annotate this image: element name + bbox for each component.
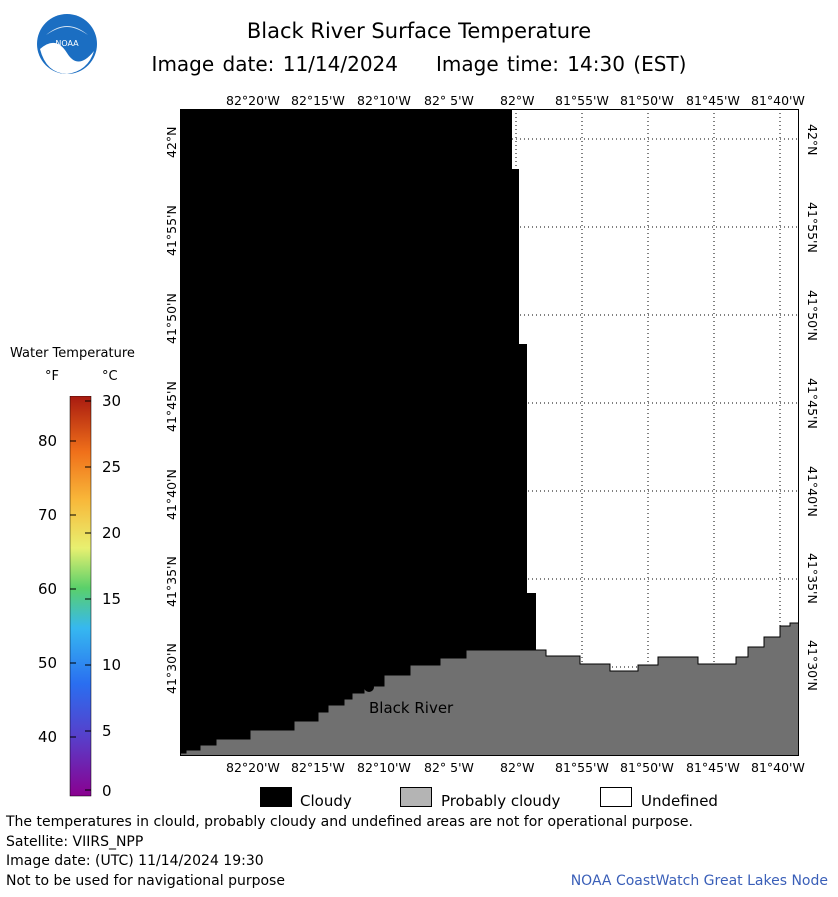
lon-label-top: 81°40'W [751, 93, 805, 108]
cloudy-swatch [260, 787, 292, 807]
noaa-logo: NOAA [37, 14, 97, 74]
footer-disclaimer: The temperatures in clould, probably clo… [6, 814, 693, 830]
lat-label-right: 41°40'N [805, 466, 820, 517]
lat-label-left: 41°55'N [164, 205, 179, 256]
cloudy-key-label: Cloudy [300, 792, 352, 810]
lon-label-bottom: 81°55'W [555, 760, 609, 775]
lat-label-left: 41°30'N [164, 643, 179, 694]
lon-label-bottom: 81°50'W [620, 760, 674, 775]
lat-label-left: 41°45'N [164, 381, 179, 432]
footer-notes: The temperatures in clould, probably clo… [6, 813, 693, 891]
lon-label-top: 81°50'W [620, 93, 674, 108]
lon-label-bottom: 82°W [500, 760, 535, 775]
image-date: Image date: 11/14/2024 [151, 52, 399, 76]
colorbar-c-label: 5 [102, 722, 112, 740]
colorbar-c-label: 20 [102, 524, 122, 542]
colorbar-f-label: 70 [38, 506, 58, 524]
lat-label-right: 41°35'N [805, 553, 820, 604]
colorbar-c-label: 15 [102, 590, 122, 608]
lon-label-bottom: 81°40'W [751, 760, 805, 775]
cloudy-region [180, 109, 536, 756]
lat-label-right: 42°N [805, 124, 820, 156]
lat-label-right: 41°50'N [805, 290, 820, 341]
lon-label-top: 82°10'W [357, 93, 411, 108]
colorbar-unit-f: °F [45, 369, 59, 384]
colorbar-c-label: 0 [102, 782, 112, 800]
probably-cloudy-region [180, 622, 799, 756]
lon-label-bottom: 82° 5'W [424, 760, 474, 775]
colorbar-c-label: 25 [102, 458, 122, 476]
undefined-swatch [600, 787, 632, 807]
lat-label-left: 41°40'N [164, 469, 179, 520]
page-title: Black River Surface Temperature [246, 19, 592, 43]
colorbar-c-label: 30 [102, 392, 122, 410]
lon-label-top: 81°55'W [555, 93, 609, 108]
lon-label-bottom: 82°20'W [226, 760, 280, 775]
lat-label-right: 41°55'N [805, 202, 820, 253]
lon-label-bottom: 82°10'W [357, 760, 411, 775]
lat-label-left: 42°N [164, 126, 179, 158]
lon-label-top: 82°15'W [291, 93, 345, 108]
footer-navigation-warning: Not to be used for navigational purpose [6, 872, 285, 889]
lon-label-top: 82°W [500, 93, 535, 108]
colorbar-c-label: 10 [102, 656, 122, 674]
colorbar-unit-c: °C [102, 369, 118, 384]
lon-label-top: 82°20'W [226, 93, 280, 108]
colorbar-f-label: 60 [38, 580, 58, 598]
credit-link[interactable]: NOAA CoastWatch Great Lakes Node [570, 873, 828, 889]
lat-label-left: 41°50'N [164, 293, 179, 344]
undefined-key-label: Undefined [641, 792, 718, 810]
colorbar [69, 396, 92, 797]
probably-cloudy-key-label: Probably cloudy [441, 792, 561, 810]
colorbar-f-label: 80 [38, 432, 58, 450]
footer-satellite: Satellite: VIIRS_NPP [6, 833, 144, 850]
lat-label-left: 41°35'N [164, 556, 179, 607]
colorbar-f-label: 40 [38, 728, 58, 746]
black-river-label: Black River [369, 699, 454, 717]
image-datetime: Image date: 11/14/2024 Image time: 14:30 … [0, 52, 838, 76]
temperature-map: Black River [180, 109, 799, 756]
lon-label-top: 82° 5'W [424, 93, 474, 108]
noaa-logo-text: NOAA [55, 39, 79, 48]
lon-label-top: 81°45'W [686, 93, 740, 108]
black-river-marker [364, 682, 374, 692]
lon-label-bottom: 81°45'W [686, 760, 740, 775]
image-time: Image time: 14:30 (EST) [436, 52, 687, 76]
colorbar-title: Water Temperature [10, 346, 135, 361]
lat-label-right: 41°45'N [805, 378, 820, 429]
colorbar-f-label: 50 [38, 654, 58, 672]
lat-label-right: 41°30'N [805, 640, 820, 691]
footer-utc-date: Image date: (UTC) 11/14/2024 19:30 [6, 853, 264, 869]
probably-cloudy-swatch [400, 787, 432, 807]
lon-label-bottom: 82°15'W [291, 760, 345, 775]
